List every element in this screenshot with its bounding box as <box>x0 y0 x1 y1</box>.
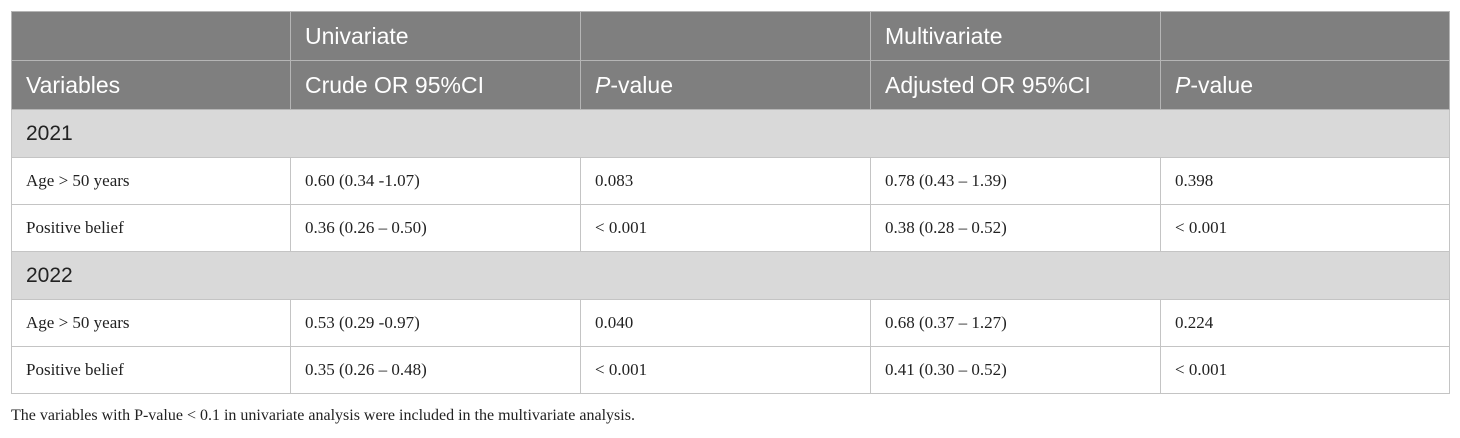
data-row: Age > 50 years 0.53 (0.29 -0.97) 0.040 0.68… <box>11 299 1450 347</box>
data-cell: 0.083 <box>580 157 871 205</box>
data-cell: 0.53 (0.29 -0.97) <box>290 299 581 347</box>
header-cell: Variables <box>11 60 291 110</box>
data-cell: < 0.001 <box>580 204 871 252</box>
table: Univariate Multivariate Variables Crude … <box>11 11 1450 394</box>
data-cell: 0.60 (0.34 -1.07) <box>290 157 581 205</box>
header-cell <box>580 11 871 61</box>
header-cell <box>1160 11 1450 61</box>
header-italic: P <box>595 71 611 98</box>
data-cell: < 0.001 <box>580 346 871 394</box>
header-cell: P-value <box>580 60 871 110</box>
section-cell: 2021 <box>11 109 1450 158</box>
data-cell: 0.398 <box>1160 157 1450 205</box>
data-cell: < 0.001 <box>1160 204 1450 252</box>
data-cell: Positive belief <box>11 204 291 252</box>
header-cell <box>11 11 291 61</box>
data-cell: 0.41 (0.30 – 0.52) <box>870 346 1161 394</box>
data-row: Age > 50 years 0.60 (0.34 -1.07) 0.083 0.78… <box>11 157 1450 205</box>
header-text: -value <box>610 71 673 98</box>
data-cell: Age > 50 years <box>11 299 291 347</box>
section-cell: 2022 <box>11 251 1450 300</box>
footnote: The variables with P-value < 0.1 in univ… <box>11 407 635 424</box>
header-group-row: Univariate Multivariate <box>11 11 1450 61</box>
data-row: Positive belief 0.36 (0.26 – 0.50) < 0.001… <box>11 204 1450 252</box>
data-cell: 0.35 (0.26 – 0.48) <box>290 346 581 394</box>
table-container: Univariate Multivariate Variables Crude … <box>11 11 1450 394</box>
header-italic: P <box>1175 71 1191 98</box>
header-cell: Multivariate <box>870 11 1161 61</box>
header-cell: Crude OR 95%CI <box>290 60 581 110</box>
section-row: 2021 <box>11 109 1450 158</box>
data-cell: 0.36 (0.26 – 0.50) <box>290 204 581 252</box>
data-cell: 0.040 <box>580 299 871 347</box>
data-cell: < 0.001 <box>1160 346 1450 394</box>
header-cell: Univariate <box>290 11 581 61</box>
data-cell: Age > 50 years <box>11 157 291 205</box>
section-row: 2022 <box>11 251 1450 300</box>
data-row: Positive belief 0.35 (0.26 – 0.48) < 0.001… <box>11 346 1450 394</box>
header-text: -value <box>1190 71 1253 98</box>
header-cell: Adjusted OR 95%CI <box>870 60 1161 110</box>
data-cell: 0.68 (0.37 – 1.27) <box>870 299 1161 347</box>
data-cell: 0.78 (0.43 – 1.39) <box>870 157 1161 205</box>
data-cell: 0.224 <box>1160 299 1450 347</box>
data-cell: Positive belief <box>11 346 291 394</box>
table-body: 2021 Age > 50 years 0.60 (0.34 -1.07) 0.083… <box>11 109 1450 394</box>
header-column-row: Variables Crude OR 95%CI P-value Adjuste… <box>11 60 1450 110</box>
header-cell: P-value <box>1160 60 1450 110</box>
data-cell: 0.38 (0.28 – 0.52) <box>870 204 1161 252</box>
